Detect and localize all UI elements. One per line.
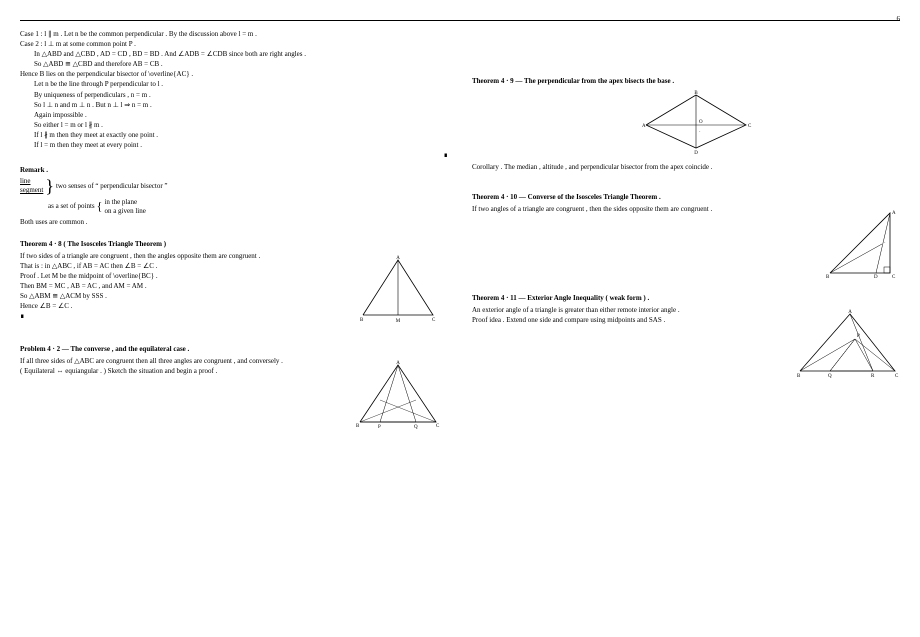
case2: Case 2 : l ⊥ m at some common point P . <box>20 40 448 49</box>
remark-heading: Remark . <box>20 166 448 175</box>
t3-l0: If two angles of a triangle are congruen… <box>472 205 812 214</box>
svg-text:A: A <box>892 211 896 216</box>
prob-l2: ( Equilateral ⇔ equiangular . ) Sketch t… <box>20 367 340 376</box>
svg-text:C: C <box>432 318 436 323</box>
case2-conc: Hence B lies on the perpendicular bisect… <box>20 70 448 79</box>
case1: Case 1 : l ∥ m . Let n be the common per… <box>20 30 448 39</box>
right-column: Theorem 4 · 9 — The perpendicular from t… <box>472 29 900 438</box>
svg-text:Q: Q <box>828 374 832 379</box>
indent-1: By uniqueness of perpendiculars , n = m … <box>20 91 448 100</box>
svg-text:B: B <box>797 374 801 379</box>
t4-l2: Proof idea . Extend one side and compare… <box>472 316 827 325</box>
brace-top: two senses of “ perpendicular bisector ” <box>56 182 168 191</box>
remark-l3: Both uses are common . <box>20 218 448 227</box>
thm-l1: That is : in △ABC , if AB = AC then ∠B =… <box>20 262 340 271</box>
indent-3: Again impossible . <box>20 111 448 120</box>
indent-2: So l ⊥ n and m ⊥ n . But n ⊥ l ⇒ n = m . <box>20 101 448 110</box>
indent-5: If l ∦ m then they meet at exactly one p… <box>20 131 448 140</box>
svg-text:A: A <box>848 310 852 315</box>
kite-figure: A B C D O · <box>492 90 900 155</box>
thm2-heading: Theorem 4 · 9 — The perpendicular from t… <box>472 77 900 86</box>
brace-right-a: in the plane <box>104 198 145 207</box>
prob-l1: If all three sides of △ABC are congruent… <box>20 357 340 366</box>
svg-text:A: A <box>642 124 646 129</box>
svg-text:R: R <box>871 374 875 379</box>
kw-line: line <box>20 177 31 185</box>
svg-text:O: O <box>699 120 703 125</box>
kw-segment: segment <box>20 186 43 194</box>
brace-mid: as a set of points <box>48 202 95 211</box>
equilateral-figure: A B C P Q <box>348 360 448 430</box>
svg-text:C: C <box>895 374 899 379</box>
svg-text:C: C <box>892 275 896 280</box>
indent-6: If l = m then they meet at every point . <box>20 141 448 150</box>
svg-text:P: P <box>378 425 381 430</box>
qed: ∎ <box>20 151 448 160</box>
svg-text:·: · <box>884 241 886 246</box>
svg-text:C: C <box>436 424 440 429</box>
indent-0: Let n be the line through P perpendicula… <box>20 80 448 89</box>
svg-text:B: B <box>356 424 360 429</box>
brace-icon: } <box>45 180 54 193</box>
svg-text:B: B <box>826 275 830 280</box>
case2-sub1: In △ABD and △CBD , AD = CD , BD = BD . A… <box>20 50 448 59</box>
thm-l0: If two sides of a triangle are congruent… <box>20 252 340 261</box>
t4-l0: An exterior angle of a triangle is great… <box>472 306 827 315</box>
remark-brace-group-2: as a set of points { in the plane on a g… <box>20 198 448 216</box>
svg-text:B: B <box>360 318 364 323</box>
thm-l5: So △ABM ≅ △ACM by SSS . <box>20 292 340 301</box>
svg-text:Q: Q <box>414 425 418 430</box>
thm3-heading: Theorem 4 · 10 — Converse of the Isoscel… <box>472 193 900 202</box>
remark-brace-group: line segment } two senses of “ perpendic… <box>20 177 448 195</box>
svg-text:B: B <box>694 91 698 96</box>
brace-icon-2: { <box>97 202 103 212</box>
svg-text:C: C <box>748 124 752 129</box>
case2-sub2: So △ABD ≅ △CBD and therefore AB = CB . <box>20 60 448 69</box>
svg-text:A: A <box>396 361 400 366</box>
indent-4: So either l = m or l ∦ m . <box>20 121 448 130</box>
svg-text:D: D <box>874 275 878 280</box>
isoceles-figure: A B C M <box>348 255 448 325</box>
thm4-heading: Theorem 4 · 11 — Exterior Angle Inequali… <box>472 294 900 303</box>
nested-triangle-figure: A B C P Q R <box>795 309 900 379</box>
thm-l6: Hence ∠B = ∠C . <box>20 302 340 311</box>
page-number: 6 <box>897 15 901 24</box>
thm-l3: Proof . Let M be the midpoint of \overli… <box>20 272 340 281</box>
svg-text:M: M <box>396 319 401 324</box>
thm-l7: ∎ <box>20 312 340 321</box>
right-triangle-figure: A B C D · <box>820 208 900 280</box>
thm-l4: Then BM = MC , AB = AC , and AM = AM . <box>20 282 340 291</box>
thm-heading: Theorem 4 · 8 ( The Isosceles Triangle T… <box>20 240 448 249</box>
svg-text:P: P <box>857 334 860 339</box>
prob-heading: Problem 4 · 2 — The converse , and the e… <box>20 345 448 354</box>
t2-l3: Corollary . The median , altitude , and … <box>472 163 900 172</box>
svg-text:A: A <box>396 256 400 261</box>
left-column: Case 1 : l ∥ m . Let n be the common per… <box>20 29 448 438</box>
svg-text:·: · <box>699 130 701 135</box>
svg-text:D: D <box>694 151 698 155</box>
brace-right-b: on a given line <box>104 207 145 216</box>
